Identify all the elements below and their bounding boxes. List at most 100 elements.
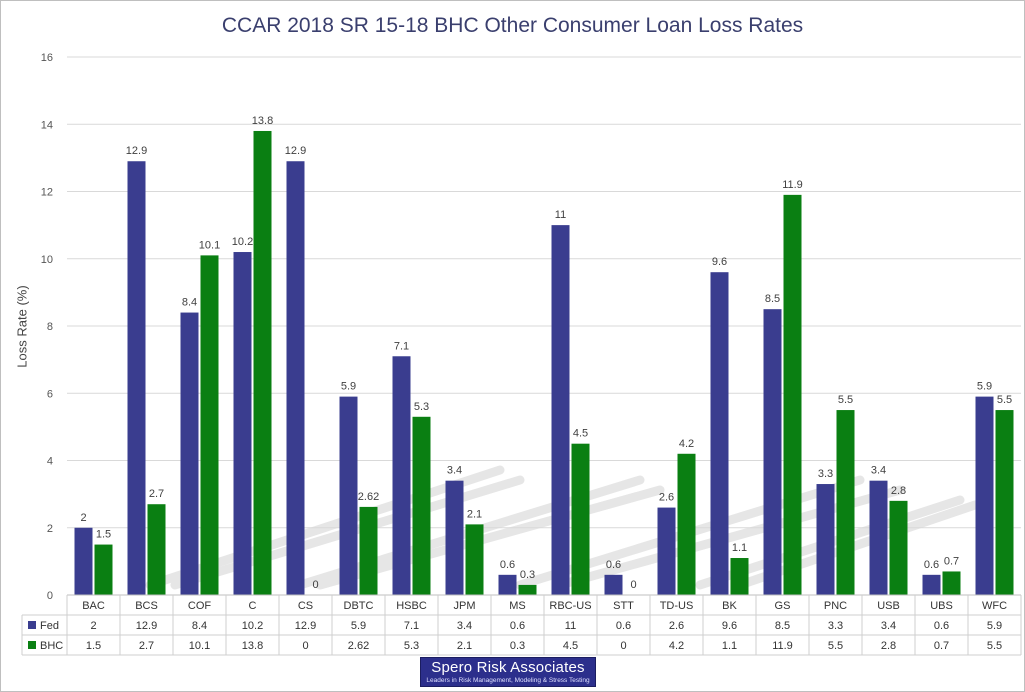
bar-bhc [889, 500, 908, 595]
bar-bhc [571, 443, 590, 595]
y-tick-labels: 0 2 4 6 8 10 12 14 16 [41, 52, 53, 602]
x-tick-label: TD-US [660, 600, 694, 612]
table-cell-bhc: 4.5 [563, 640, 578, 652]
x-tick-label: HSBC [396, 600, 427, 612]
table-cell-fed: 10.2 [242, 620, 263, 632]
bar-bhc [94, 544, 113, 595]
logo-tagline: Leaders in Risk Management, Modeling & S… [426, 677, 590, 684]
bar-fed [74, 527, 93, 595]
bar-bhc [465, 524, 484, 595]
x-tick-label: USB [877, 600, 900, 612]
data-label-fed: 12.9 [126, 145, 147, 157]
y-tick-label: 14 [41, 119, 53, 131]
table-cell-bhc: 2.62 [348, 640, 369, 652]
data-table: BAC BCS COF C CS DBTC HSBC JPM MS RBC-US STT TD-US B… [21, 594, 1022, 656]
y-tick-label: 12 [41, 187, 53, 199]
x-tick-label: UBS [930, 600, 953, 612]
chart-title: CCAR 2018 SR 15-18 BHC Other Consumer Lo… [221, 14, 804, 37]
bar-fed [604, 574, 623, 595]
bar-bhc [730, 558, 749, 595]
table-cell-bhc: 13.8 [242, 640, 263, 652]
bar-fed [816, 484, 835, 595]
x-tick-label: CS [298, 600, 313, 612]
table-cell-fed: 0.6 [934, 620, 949, 632]
bar-bhc [836, 410, 855, 595]
table-cell-fed: 2.6 [669, 620, 684, 632]
data-label-bhc: 10.1 [199, 239, 220, 251]
table-cell-fed: 5.9 [351, 620, 366, 632]
x-tick-label: MS [509, 600, 526, 612]
table-cell-fed: 5.9 [987, 620, 1002, 632]
x-tick-label: JPM [454, 600, 476, 612]
table-cell-bhc: 4.2 [669, 640, 684, 652]
data-label-fed: 8.4 [182, 297, 197, 309]
table-cell-bhc: 0.7 [934, 640, 949, 652]
table-cell-bhc: 10.1 [189, 640, 210, 652]
bar-fed [392, 356, 411, 595]
table-cell-bhc: 1.5 [86, 640, 101, 652]
data-label-bhc: 1.1 [732, 542, 747, 554]
data-label-fed: 5.9 [977, 381, 992, 393]
x-tick-label: RBC-US [549, 600, 591, 612]
data-label-fed: 2 [80, 512, 86, 524]
bar-fed [763, 309, 782, 595]
y-tick-label: 0 [47, 590, 53, 602]
spero-logo: Spero Risk Associates Leaders in Risk Ma… [420, 657, 596, 687]
bar-fed [127, 161, 146, 596]
data-label-bhc: 5.3 [414, 401, 429, 413]
table-cell-bhc: 0.3 [510, 640, 525, 652]
data-label-bhc: 0 [630, 579, 636, 591]
table-cell-fed: 11 [565, 620, 576, 632]
table-cell-fed: 0.6 [616, 620, 631, 632]
x-tick-label: BCS [135, 600, 158, 612]
data-label-bhc: 4.5 [573, 428, 588, 440]
table-cell-fed: 8.5 [775, 620, 790, 632]
data-label-bhc: 2.1 [467, 508, 482, 520]
data-label-bhc: 0.7 [944, 555, 959, 567]
data-label-bhc: 2.8 [891, 485, 906, 497]
table-cell-fed: 2 [90, 620, 96, 632]
legend-key-fed [28, 621, 36, 629]
bar-bhc [677, 453, 696, 595]
table-cell-fed: 0.6 [510, 620, 525, 632]
data-label-bhc: 5.5 [838, 394, 853, 406]
table-cell-fed: 9.6 [722, 620, 737, 632]
data-label-fed: 3.4 [447, 465, 462, 477]
table-cell-fed: 12.9 [295, 620, 316, 632]
data-label-fed: 11 [555, 209, 566, 221]
table-cell-fed: 12.9 [136, 620, 157, 632]
table-cell-bhc: 2.8 [881, 640, 896, 652]
data-label-fed: 2.6 [659, 492, 674, 504]
data-label-bhc: 0.3 [520, 569, 535, 581]
y-tick-label: 4 [47, 456, 53, 468]
table-cell-fed: 8.4 [192, 620, 207, 632]
y-tick-label: 6 [47, 388, 53, 400]
bar-bhc [783, 194, 802, 596]
data-label-bhc: 11.9 [782, 179, 803, 191]
data-label-bhc: 1.5 [96, 529, 111, 541]
x-tick-label: DBTC [344, 600, 374, 612]
data-label-fed: 7.1 [394, 340, 409, 352]
x-tick-label: WFC [982, 600, 1007, 612]
bar-bhc [995, 410, 1014, 595]
data-label-bhc: 5.5 [997, 394, 1012, 406]
x-tick-label: COF [188, 600, 212, 612]
bars [74, 130, 1014, 596]
data-label-fed: 9.6 [712, 256, 727, 268]
data-label-fed: 0.6 [606, 559, 621, 571]
table-cell-bhc: 0 [302, 640, 308, 652]
x-tick-label: BK [722, 600, 737, 612]
x-tick-label: STT [613, 600, 634, 612]
table-cell-bhc: 5.5 [828, 640, 843, 652]
legend-key-bhc [28, 641, 36, 649]
x-tick-label: PNC [824, 600, 847, 612]
table-cell-fed: 3.3 [828, 620, 843, 632]
y-tick-label: 10 [41, 254, 53, 266]
table-cell-bhc: 2.7 [139, 640, 154, 652]
data-label-bhc: 2.62 [358, 491, 379, 503]
table-cell-bhc: 0 [620, 640, 626, 652]
data-label-bhc: 4.2 [679, 438, 694, 450]
bar-bhc [253, 130, 272, 595]
table-cell-fed: 7.1 [404, 620, 419, 632]
bar-bhc [518, 584, 537, 595]
